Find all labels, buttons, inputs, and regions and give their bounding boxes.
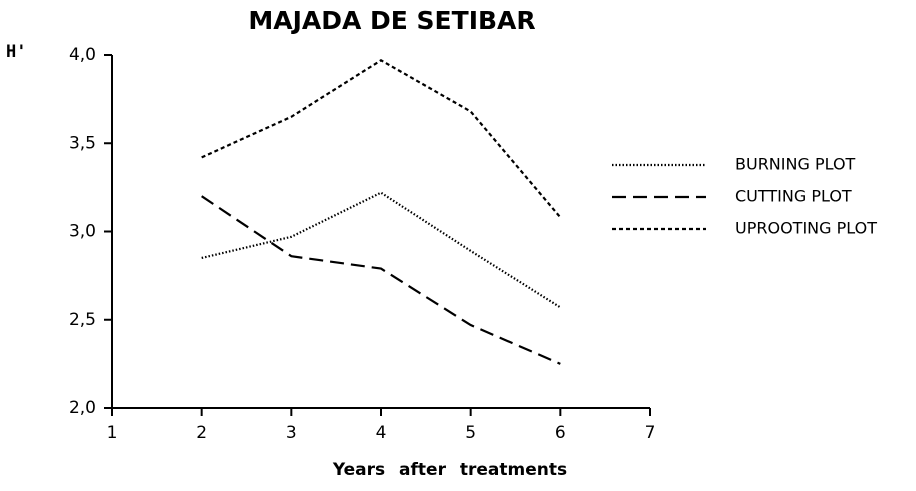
- series-line: [201, 191, 561, 309]
- y-tick-label: 4,0: [69, 45, 96, 65]
- x-tick-label: 4: [376, 423, 387, 443]
- chart-title: MAJADA DE SETIBAR: [248, 6, 535, 35]
- series-line: [201, 59, 562, 219]
- series-line: [201, 195, 561, 365]
- y-axis-label: H': [6, 42, 26, 62]
- y-tick-label: 2,5: [69, 310, 96, 330]
- x-axis-label: Years after treatments: [332, 460, 567, 480]
- legend-label: CUTTING PLOT: [735, 187, 852, 206]
- legend-label: BURNING PLOT: [735, 155, 856, 174]
- legend-label: UPROOTING PLOT: [735, 219, 877, 238]
- y-tick-label: 3,5: [69, 133, 96, 153]
- x-tick-label: 5: [465, 423, 476, 443]
- x-tick-label: 1: [107, 423, 118, 443]
- x-tick-label: 3: [286, 423, 297, 443]
- y-tick-label: 2,0: [69, 398, 96, 418]
- x-tick-label: 6: [555, 423, 566, 443]
- y-tick-label: 3,0: [69, 222, 96, 242]
- x-tick-label: 7: [645, 423, 656, 443]
- x-tick-label: 2: [196, 423, 207, 443]
